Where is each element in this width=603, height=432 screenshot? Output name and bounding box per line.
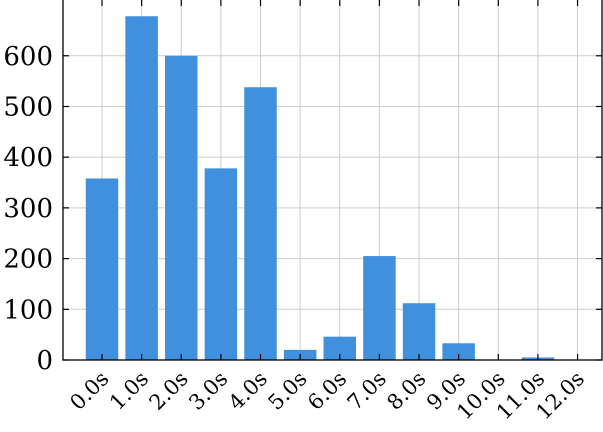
y-tick-label: 200 [3, 245, 53, 275]
x-tick-label: 7.0s [343, 367, 391, 415]
x-axis-tick-labels: 0.0s1.0s2.0s3.0s4.0s5.0s6.0s7.0s8.0s9.0s… [65, 367, 589, 425]
x-tick-label: 8.0s [382, 367, 430, 415]
x-tick-label: 1.0s [105, 367, 153, 415]
y-tick-label: 600 [3, 42, 53, 72]
bar [204, 168, 238, 360]
y-tick-label: 100 [3, 295, 53, 325]
bars [85, 16, 555, 361]
y-tick-label: 400 [3, 143, 53, 173]
y-tick-label: 0 [36, 346, 53, 376]
bar [244, 87, 277, 360]
axis-ticks [63, 0, 602, 361]
bar [85, 178, 119, 360]
y-tick-label: 500 [3, 92, 53, 122]
bar [323, 336, 357, 360]
x-tick-label: 2.0s [145, 367, 193, 415]
bar [363, 256, 396, 360]
bar [442, 343, 475, 360]
x-tick-label: 6.0s [303, 367, 351, 415]
x-tick-label: 4.0s [224, 367, 272, 415]
plot-frame [62, 0, 603, 361]
bar [402, 303, 436, 360]
bar [165, 55, 198, 360]
x-tick-label: 0.0s [65, 367, 113, 415]
y-axis-tick-labels: 0 100 200 300 400 500 600 [3, 42, 53, 376]
y-tick-label: 300 [3, 194, 53, 224]
x-tick-label: 3.0s [184, 367, 232, 415]
x-tick-label: 5.0s [263, 367, 311, 415]
bar [125, 16, 158, 361]
